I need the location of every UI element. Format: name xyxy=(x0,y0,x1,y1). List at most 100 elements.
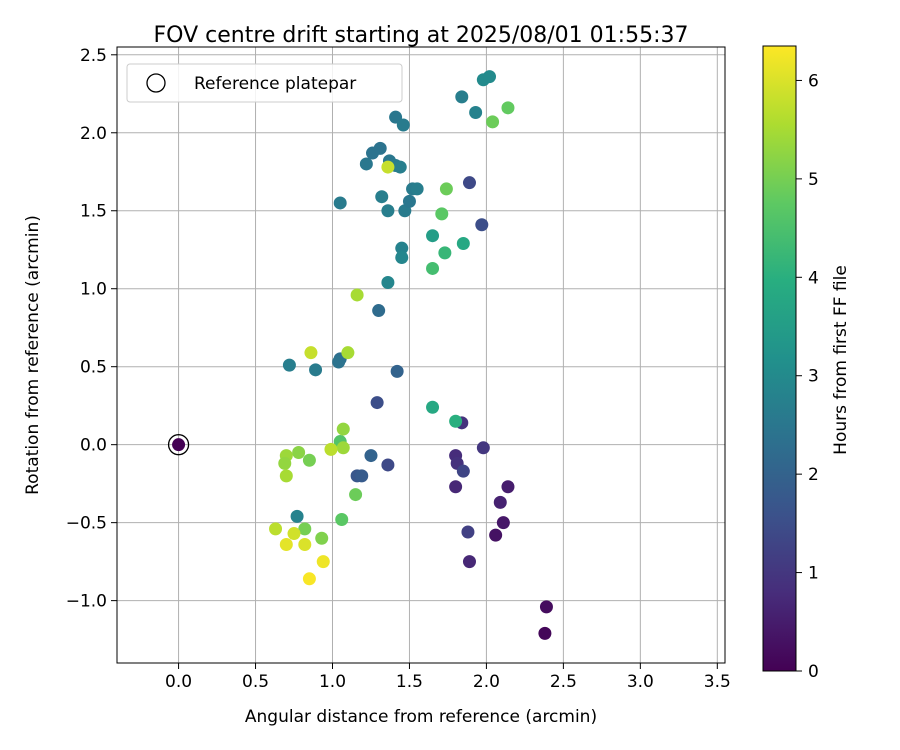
scatter-point xyxy=(298,522,312,536)
scatter-point xyxy=(486,115,500,129)
scatter-point xyxy=(309,363,323,377)
scatter-point xyxy=(333,196,347,210)
scatter-point xyxy=(396,118,410,132)
legend-reference-marker xyxy=(146,73,166,93)
scatter-point xyxy=(332,355,346,369)
scatter-point xyxy=(538,626,552,640)
scatter-point xyxy=(381,275,395,289)
x-tick-label: 0.5 xyxy=(242,672,269,692)
scatter-point xyxy=(426,400,440,414)
y-tick-label: −0.5 xyxy=(66,514,107,534)
scatter-point xyxy=(375,190,389,204)
scatter-point xyxy=(372,304,386,318)
x-tick-label: 2.5 xyxy=(550,672,577,692)
scatter-point xyxy=(395,241,409,255)
scatter-point xyxy=(355,469,369,483)
chart-title: FOV centre drift starting at 2025/08/01 … xyxy=(154,23,689,48)
scatter-point xyxy=(364,449,378,463)
scatter-point xyxy=(370,396,384,410)
scatter-point xyxy=(402,194,416,208)
x-axis-label: Angular distance from reference (arcmin) xyxy=(245,707,597,727)
scatter-point xyxy=(269,522,283,536)
scatter-point xyxy=(282,358,296,372)
scatter-point xyxy=(410,182,424,196)
scatter-point xyxy=(292,445,306,459)
scatter-point xyxy=(290,509,304,523)
scatter-point xyxy=(493,495,507,509)
scatter-point xyxy=(336,422,350,436)
legend-entry-reference: Reference platepar xyxy=(194,74,356,94)
scatter-point xyxy=(435,207,449,221)
scatter-point xyxy=(316,555,330,569)
legend-box xyxy=(126,63,403,103)
scatter-point xyxy=(172,438,186,452)
scatter-point xyxy=(462,555,476,569)
scatter-point xyxy=(278,456,292,470)
y-tick-label: 1.5 xyxy=(80,202,107,222)
scatter-point xyxy=(501,101,515,115)
colorbar-label: Hours from first FF file xyxy=(831,265,851,455)
scatter-point xyxy=(298,537,312,551)
y-axis-ticks: −1.0 −0.5 0.0 0.5 1.0 1.5 2.0 2.5 xyxy=(66,46,117,612)
scatter-point xyxy=(302,453,316,467)
scatter-points xyxy=(167,70,553,640)
y-tick-label: 2.0 xyxy=(80,124,107,144)
colorbar: 0 1 2 3 4 5 6 Hours from first FF file xyxy=(762,45,851,682)
x-tick-label: 3.0 xyxy=(627,672,654,692)
y-tick-label: 2.5 xyxy=(80,46,107,66)
scatter-point xyxy=(482,70,496,84)
scatter-point xyxy=(279,537,293,551)
colorbar-tick-label: 4 xyxy=(808,268,819,288)
scatter-point xyxy=(302,572,316,586)
y-tick-label: 0.0 xyxy=(80,436,107,456)
y-axis-label: Rotation from reference (arcmin) xyxy=(23,215,43,495)
scatter-point xyxy=(496,516,510,530)
scatter-point xyxy=(390,364,404,378)
colorbar-tick-label: 6 xyxy=(808,71,819,91)
colorbar-tick-label: 1 xyxy=(808,564,819,584)
scatter-point xyxy=(462,176,476,190)
colorbar-gradient xyxy=(762,45,797,672)
scatter-point xyxy=(461,525,475,539)
scatter-point xyxy=(475,218,489,232)
colorbar-tick-label: 0 xyxy=(808,662,819,682)
scatter-point xyxy=(341,346,355,360)
plot-frame xyxy=(116,46,726,664)
scatter-point xyxy=(324,442,338,456)
scatter-point xyxy=(438,246,452,260)
scatter-point xyxy=(476,441,490,455)
scatter-point xyxy=(449,480,463,494)
scatter-point xyxy=(304,346,318,360)
x-tick-label: 2.0 xyxy=(473,672,500,692)
x-tick-label: 1.0 xyxy=(319,672,346,692)
scatter-point xyxy=(381,458,395,472)
scatter-point xyxy=(426,229,440,243)
scatter-point xyxy=(469,105,483,119)
scatter-point xyxy=(489,528,503,542)
scatter-point xyxy=(359,157,373,171)
y-tick-label: 0.5 xyxy=(80,358,107,378)
scatter-point xyxy=(539,600,553,614)
scatter-point xyxy=(501,480,515,494)
y-tick-label: 1.0 xyxy=(80,280,107,300)
scatter-point xyxy=(381,160,395,174)
scatter-point xyxy=(279,469,293,483)
scatter-point xyxy=(315,531,329,545)
colorbar-tick-label: 5 xyxy=(808,170,819,190)
scatter-point xyxy=(426,261,440,275)
colorbar-ticks: 0 1 2 3 4 5 6 xyxy=(796,71,819,682)
scatter-point xyxy=(456,236,470,250)
scatter-point xyxy=(393,160,407,174)
scatter-point xyxy=(439,182,453,196)
scatter-point xyxy=(395,251,409,265)
y-tick-label: −1.0 xyxy=(66,592,107,612)
scatter-point xyxy=(350,288,364,302)
colorbar-tick-label: 3 xyxy=(808,367,819,387)
scatter-point xyxy=(455,90,469,104)
scatter-point xyxy=(373,141,387,155)
scatter-point xyxy=(287,527,301,541)
x-tick-label: 3.5 xyxy=(704,672,731,692)
scatter-point xyxy=(449,414,463,428)
x-tick-label: 1.5 xyxy=(396,672,423,692)
